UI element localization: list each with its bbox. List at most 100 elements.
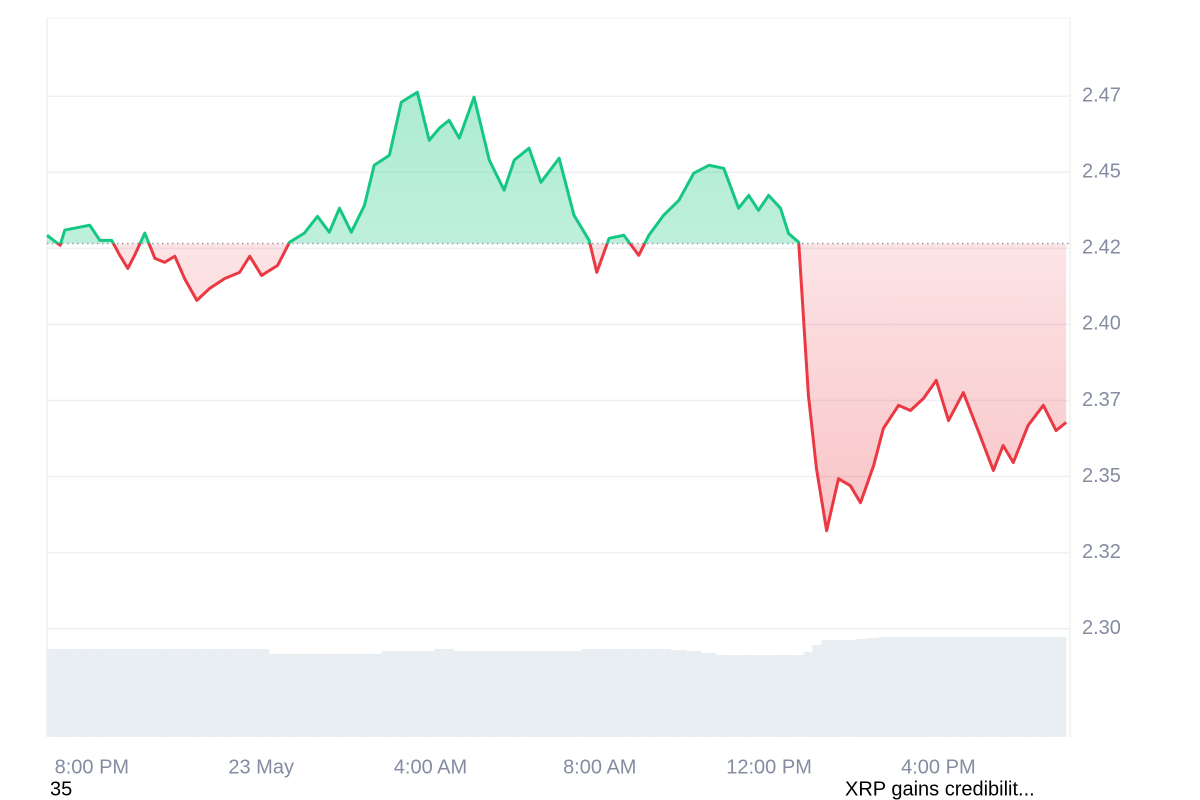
area-up [47,92,1067,244]
volume-bar [310,654,324,737]
volume-bar [631,649,644,737]
volume-bar [323,654,335,737]
x-tick-label: 8:00 AM [563,756,636,778]
volume-bar [643,649,657,737]
volume-bar [94,649,106,737]
y-tick-label: 2.37 [1082,389,1121,411]
y-tick-label: 2.35 [1082,465,1121,487]
volume-bar [671,650,687,737]
volume-bar [929,637,943,737]
volume-bar [942,637,956,737]
volume-bar [217,649,233,737]
volume-bar [803,652,813,737]
volume-bar [444,649,455,737]
y-tick-label: 2.47 [1082,84,1121,106]
volume-bar [616,649,632,737]
volume-bar [369,654,382,737]
volume-bar [832,640,845,737]
x-tick-label: 8:00 PM [55,756,129,778]
volume-bar [793,655,804,737]
volume-bar [115,649,124,737]
volume-bar [784,655,794,737]
volume-bar [855,639,868,737]
area-down [57,243,1067,531]
volume-bar [131,649,140,737]
footer-right: XRP gains credibilit... [845,778,1035,800]
volume-bar [592,649,603,737]
volume-bar [985,637,999,737]
x-tick-label: 4:00 PM [901,756,975,778]
volume-bar [731,655,744,737]
volume-bar [255,649,270,737]
volume-bar [1061,637,1067,737]
volume-bar [535,651,551,737]
volume-bar [123,649,132,737]
volume-bar [232,649,245,737]
volume-bar [296,654,311,737]
y-tick-label: 2.30 [1082,617,1121,639]
volume-bar [381,651,396,737]
volume-bar [998,637,1009,737]
volume-bar [454,651,467,737]
volume-bar [1020,637,1036,737]
volume-bar [1008,637,1021,737]
volume-bar [1035,637,1050,737]
volume-bar [244,649,256,737]
volume-bar [169,649,180,737]
volume-bar [821,640,833,737]
volume-bar [496,651,510,737]
volume-bar [345,654,358,737]
volume-bar [844,640,856,737]
volume-bar [716,655,732,737]
volume-bar [701,653,717,737]
volume-bar [159,649,170,737]
volume-bar [190,649,204,737]
price-line-down [55,243,1068,533]
volume-bar [1049,637,1062,737]
price-line-up [46,90,801,244]
volume-bar [743,655,754,737]
volume-bar [916,637,930,737]
footer-left: 35 [50,778,72,800]
volume-bar [434,649,445,737]
volume-bar [656,649,672,737]
volume-bar [686,651,702,737]
volume-bar [566,651,582,737]
volume-bar [481,651,497,737]
x-tick-label: 12:00 PM [726,756,812,778]
y-tick-label: 2.32 [1082,541,1121,563]
volume-bar [763,655,775,737]
volume-bar [47,649,54,737]
volume-bar [521,651,536,737]
volume-bar [269,654,284,737]
volume-bar [283,654,297,737]
volume-bar [53,649,63,737]
volume-bar [105,649,116,737]
y-tick-label: 2.42 [1082,237,1121,259]
volume-bar [409,651,424,737]
x-tick-label: 4:00 AM [394,756,467,778]
volume-bar [970,637,986,737]
volume-bar [334,654,346,737]
volume-bar [904,637,917,737]
volume-bar [550,651,567,737]
y-tick-label: 2.45 [1082,161,1121,183]
volume-bar [77,649,95,737]
volume-bar [890,637,905,737]
volume-bar [955,637,971,737]
volume-bar [581,649,593,737]
volume-bar [62,649,78,737]
x-tick-label: 23 May [228,756,294,778]
volume-bar [423,651,435,737]
volume-bar [357,654,370,737]
volume-bar [774,655,785,737]
volume-bar [867,638,879,737]
volume-bar [602,649,617,737]
y-tick-label: 2.40 [1082,313,1121,335]
volume-bar [203,649,218,737]
volume-bar [149,649,160,737]
volume-bar [878,637,891,737]
volume-bar [395,651,410,737]
